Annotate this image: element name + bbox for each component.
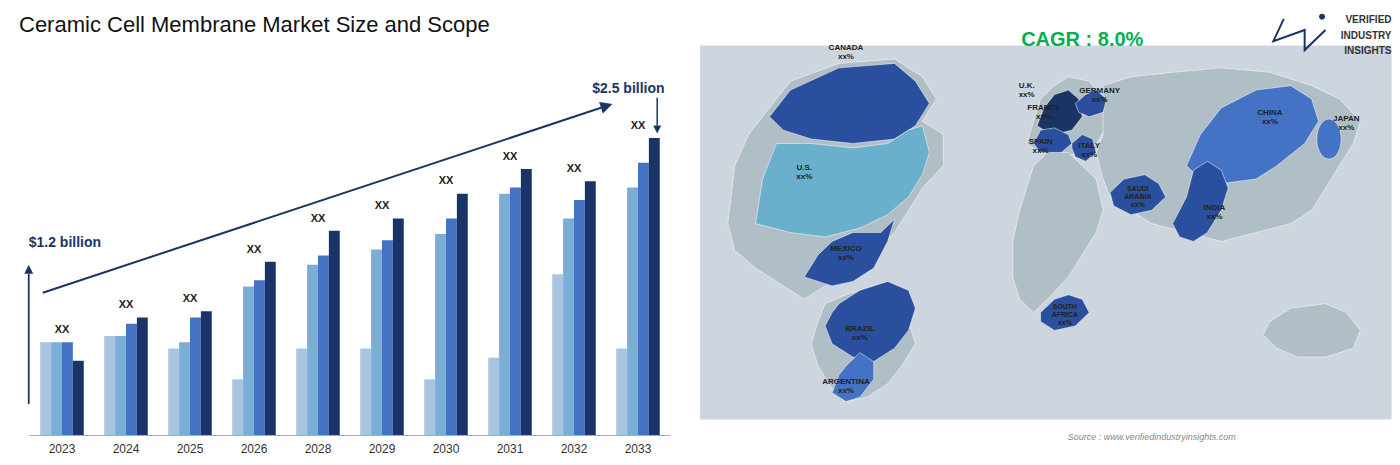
svg-text:xx%: xx% (1036, 112, 1052, 121)
svg-text:xx%: xx% (1058, 319, 1073, 326)
svg-text:U.K.: U.K. (1019, 81, 1035, 90)
svg-text:INSIGHTS: INSIGHTS (1344, 45, 1392, 56)
svg-text:2033: 2033 (625, 442, 652, 456)
svg-text:xx%: xx% (1131, 201, 1146, 208)
svg-text:xx%: xx% (1019, 90, 1035, 99)
svg-text:Source : www.verifiedindustryi: Source : www.verifiedindustryinsights.co… (1068, 432, 1237, 442)
svg-text:$2.5 billion: $2.5 billion (592, 80, 664, 96)
svg-text:xx%: xx% (838, 52, 854, 61)
svg-text:xx%: xx% (1262, 117, 1278, 126)
svg-text:xx%: xx% (1081, 150, 1097, 159)
svg-text:2023: 2023 (49, 442, 76, 456)
svg-text:2024: 2024 (113, 442, 140, 456)
svg-text:SPAIN: SPAIN (1029, 137, 1053, 146)
svg-text:XX: XX (55, 323, 70, 335)
svg-text:xx%: xx% (1092, 95, 1108, 104)
svg-text:xx%: xx% (852, 333, 868, 342)
svg-text:SAUDI: SAUDI (1127, 185, 1149, 192)
svg-text:XX: XX (375, 199, 390, 211)
svg-text:XX: XX (631, 119, 646, 131)
svg-text:VERIFIED: VERIFIED (1345, 14, 1391, 25)
svg-text:2026: 2026 (241, 442, 268, 456)
svg-text:xx%: xx% (838, 386, 854, 395)
svg-text:XX: XX (119, 298, 134, 310)
svg-text:xx%: xx% (1206, 212, 1222, 221)
svg-text:AFRICA: AFRICA (1052, 311, 1078, 318)
svg-text:2028: 2028 (305, 442, 332, 456)
svg-text:CHINA: CHINA (1257, 108, 1283, 117)
svg-text:2031: 2031 (497, 442, 524, 456)
svg-text:xx%: xx% (1338, 123, 1354, 132)
svg-text:ARABIA: ARABIA (1124, 193, 1151, 200)
svg-text:2030: 2030 (433, 442, 460, 456)
svg-text:XX: XX (183, 292, 198, 304)
svg-text:2025: 2025 (177, 442, 204, 456)
svg-text:XX: XX (567, 162, 582, 174)
svg-text:XX: XX (439, 174, 454, 186)
svg-text:CAGR : 8.0%: CAGR : 8.0% (1021, 28, 1143, 50)
svg-text:INDUSTRY: INDUSTRY (1341, 30, 1392, 41)
svg-text:$1.2 billion: $1.2 billion (29, 234, 101, 250)
svg-text:U.S.: U.S. (796, 163, 812, 172)
svg-text:JAPAN: JAPAN (1333, 114, 1360, 123)
svg-text:ARGENTINA: ARGENTINA (822, 377, 870, 386)
svg-text:2029: 2029 (369, 442, 396, 456)
svg-text:MEXICO: MEXICO (830, 244, 862, 253)
svg-text:SOUTH: SOUTH (1053, 303, 1078, 310)
svg-text:XX: XX (311, 212, 326, 224)
svg-text:xx%: xx% (1033, 146, 1049, 155)
svg-text:BRAZIL: BRAZIL (845, 324, 874, 333)
svg-text:FRANCE: FRANCE (1027, 103, 1061, 112)
svg-text:Ceramic Cell Membrane Market S: Ceramic Cell Membrane Market Size and Sc… (19, 12, 490, 37)
svg-text:INDIA: INDIA (1203, 203, 1225, 212)
svg-text:xx%: xx% (796, 172, 812, 181)
svg-text:2032: 2032 (561, 442, 588, 456)
svg-text:XX: XX (503, 150, 518, 162)
svg-text:CANADA: CANADA (829, 43, 864, 52)
svg-text:ITALY: ITALY (1078, 141, 1100, 150)
svg-text:xx%: xx% (838, 253, 854, 262)
svg-text:GERMANY: GERMANY (1079, 86, 1121, 95)
svg-text:XX: XX (247, 243, 262, 255)
